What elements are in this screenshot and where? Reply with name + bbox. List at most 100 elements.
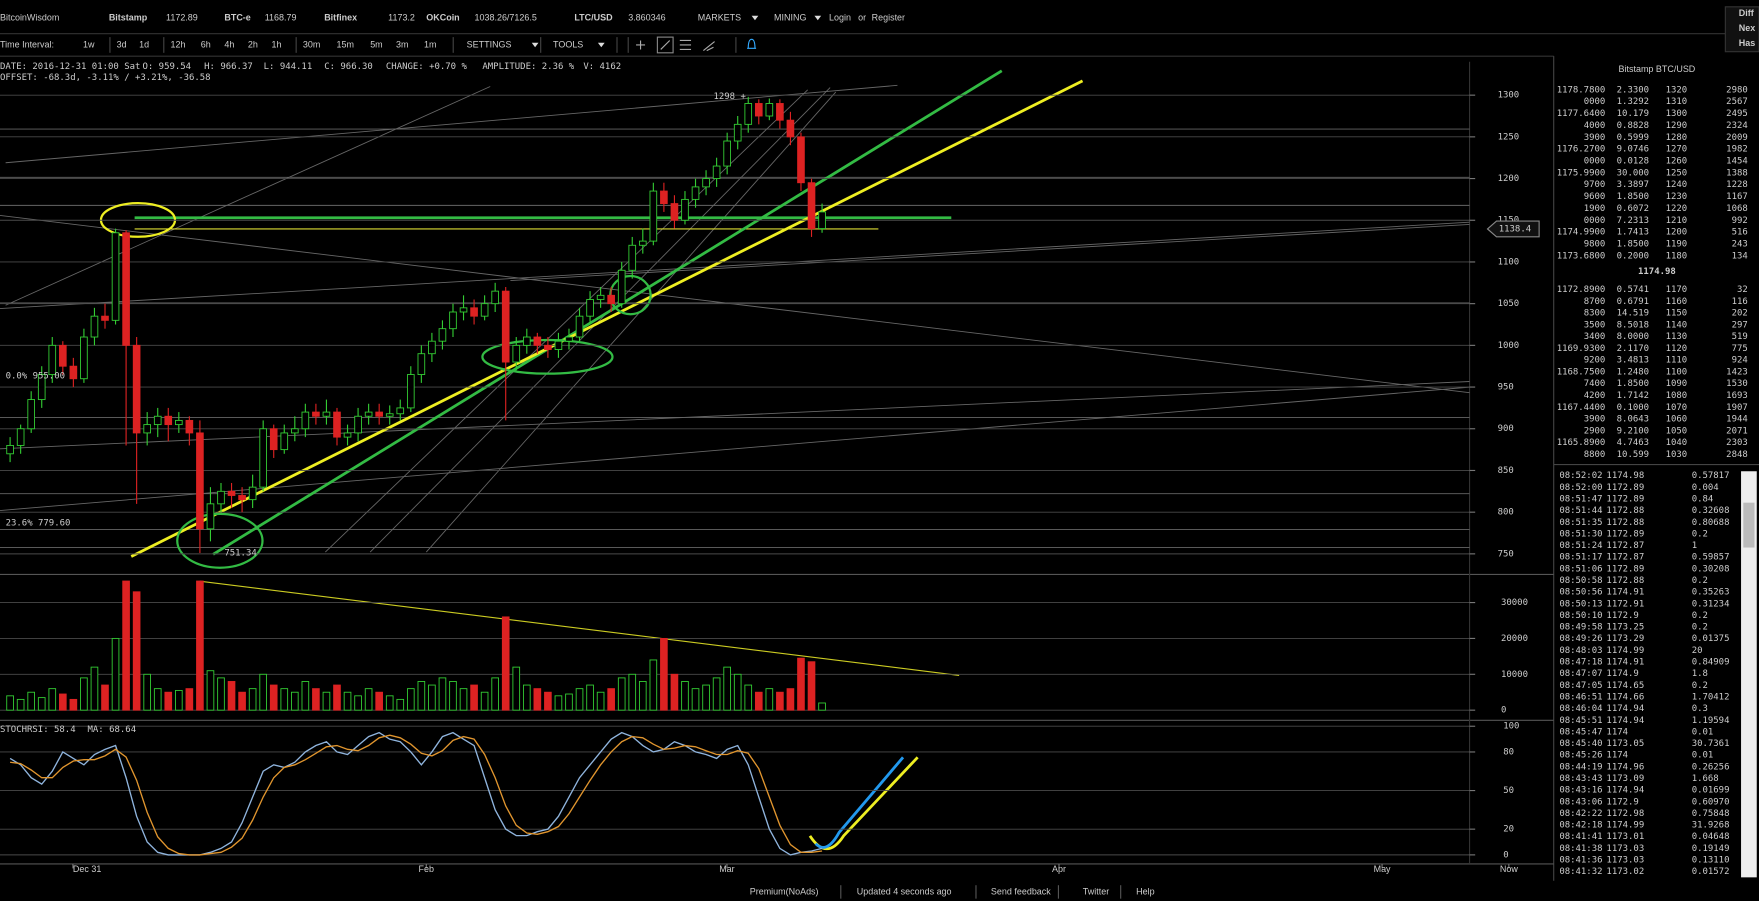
right-link[interactable]: Nex	[1739, 23, 1755, 33]
book-cell: 9600	[1584, 192, 1606, 202]
tool-fib[interactable]	[703, 41, 715, 52]
footer-link[interactable]: Twitter	[1083, 886, 1109, 896]
tool-hlines[interactable]	[679, 39, 692, 51]
toolbar-label: Time Interval:	[0, 39, 54, 49]
footer-link[interactable]: Premium(NoAds)	[750, 886, 819, 896]
volume-bar	[470, 684, 478, 711]
candle-body	[333, 411, 341, 438]
candle-body	[164, 415, 173, 426]
interval-button[interactable]: 4h	[224, 39, 234, 49]
x-tick-label: Now	[1500, 864, 1518, 874]
trade-time: 08:49:26	[1559, 634, 1602, 644]
interval-button[interactable]: 5m	[370, 39, 382, 49]
book-cell: 1040	[1666, 438, 1688, 448]
trade-price: 1172.88	[1606, 506, 1644, 516]
volume-bar	[522, 684, 531, 711]
interval-button[interactable]: 3m	[396, 39, 408, 49]
trade-price: 1174.91	[1606, 588, 1644, 598]
interval-button[interactable]: 3d	[117, 39, 127, 49]
tool-crosshair[interactable]	[636, 40, 646, 50]
trade-time: 08:51:24	[1559, 541, 1602, 551]
candle-body	[681, 198, 689, 221]
book-cell: 0.0128	[1617, 156, 1649, 166]
book-cell: 3900	[1584, 133, 1606, 143]
interval-button[interactable]: 6h	[201, 39, 211, 49]
candle-body	[522, 336, 531, 346]
right-link[interactable]: Diff	[1739, 8, 1754, 18]
book-cell: 8800	[1584, 450, 1606, 460]
interval-button[interactable]: 30m	[303, 39, 320, 49]
trade-amount: 0.35263	[1692, 588, 1730, 598]
book-cell: 1174.9900	[1557, 228, 1606, 238]
highlight-circle	[176, 512, 264, 569]
y-tick-label: 0	[1501, 706, 1506, 716]
register-link[interactable]: Register	[872, 12, 905, 22]
ticker-name[interactable]: Bitfinex	[324, 12, 357, 22]
trade-amount: 0.32608	[1692, 506, 1730, 516]
candle-body	[428, 340, 436, 355]
login-link[interactable]: Login	[829, 12, 851, 22]
book-cell: 0.2000	[1617, 251, 1649, 261]
ticker-name[interactable]: OKCoin	[426, 12, 459, 22]
annotation: 23.6% 779.60	[6, 518, 71, 528]
toolbar-menu[interactable]: SETTINGS	[467, 39, 512, 49]
ticker-name[interactable]: LTC/USD	[574, 12, 613, 22]
ticker-name[interactable]: BTC-e	[224, 12, 250, 22]
offset-info: OFFSET: -68.3d, -3.11% / +3.21%, -36.58	[0, 73, 211, 83]
interval-button[interactable]: 1w	[83, 39, 95, 49]
or-text: or	[858, 12, 866, 22]
footer-link: Updated 4 seconds ago	[857, 886, 952, 896]
toolbar-menu[interactable]: TOOLS	[553, 39, 583, 49]
book-cell: 1030	[1666, 450, 1688, 460]
tool-alert[interactable]	[747, 38, 757, 49]
interval-button[interactable]: 1d	[139, 39, 149, 49]
menu[interactable]: MINING	[774, 12, 806, 22]
user-lines	[0, 84, 1470, 553]
candle-body	[670, 203, 679, 221]
interval-button[interactable]: 2h	[248, 39, 258, 49]
interval-button[interactable]: 15m	[337, 39, 354, 49]
book-cell: 1982	[1726, 145, 1748, 155]
trade-amount: 0.80688	[1692, 518, 1730, 528]
footer-link[interactable]: Help	[1136, 886, 1154, 896]
footer-link[interactable]: Send feedback	[991, 886, 1051, 896]
interval-button[interactable]: 1h	[271, 39, 281, 49]
candle-body	[206, 503, 215, 530]
book-cell: 924	[1732, 356, 1748, 366]
candle-body	[617, 269, 626, 305]
y-tick-label: 1300	[1498, 91, 1520, 101]
scrollbar[interactable]	[1741, 471, 1757, 878]
volume-bar	[544, 691, 552, 711]
trade-amount: 0.3	[1692, 704, 1708, 714]
trade-price: 1174.99	[1606, 821, 1644, 831]
volume-bar	[354, 695, 362, 711]
trade-amount: 0.19149	[1692, 844, 1730, 854]
tool-line[interactable]	[656, 36, 674, 54]
trade-amount: 1.668	[1692, 774, 1719, 784]
candle-body	[238, 495, 246, 501]
book-cell: 1176.2700	[1557, 145, 1606, 155]
trade-amount: 1.8	[1692, 669, 1708, 679]
candle-body	[797, 136, 805, 184]
volume-bar	[691, 688, 700, 711]
candle-body	[554, 340, 563, 350]
menu[interactable]: MARKETS	[698, 12, 741, 22]
trade-time: 08:42:22	[1559, 809, 1602, 819]
interval-button[interactable]: 1m	[424, 39, 436, 49]
book-title: Bitstamp BTC/USD	[1619, 64, 1696, 74]
y-tick-label: 80	[1503, 747, 1514, 757]
trade-price: 1173.05	[1606, 739, 1644, 749]
logo[interactable]: BitcoinWisdom	[0, 12, 59, 22]
book-cell: 1178.7800	[1557, 85, 1606, 95]
candle-body	[575, 315, 584, 338]
ticker-name[interactable]: Bitstamp	[109, 12, 148, 22]
trade-amount: 0.30208	[1692, 564, 1730, 574]
trade-price: 1174.99	[1606, 646, 1644, 656]
tool-icons	[636, 36, 757, 54]
right-link[interactable]: Has	[1739, 38, 1755, 48]
scrollbar-thumb[interactable]	[1743, 502, 1755, 548]
trade-amount: 1.70412	[1692, 692, 1730, 702]
book-cell: 1310	[1666, 97, 1688, 107]
interval-button[interactable]: 12h	[171, 39, 186, 49]
